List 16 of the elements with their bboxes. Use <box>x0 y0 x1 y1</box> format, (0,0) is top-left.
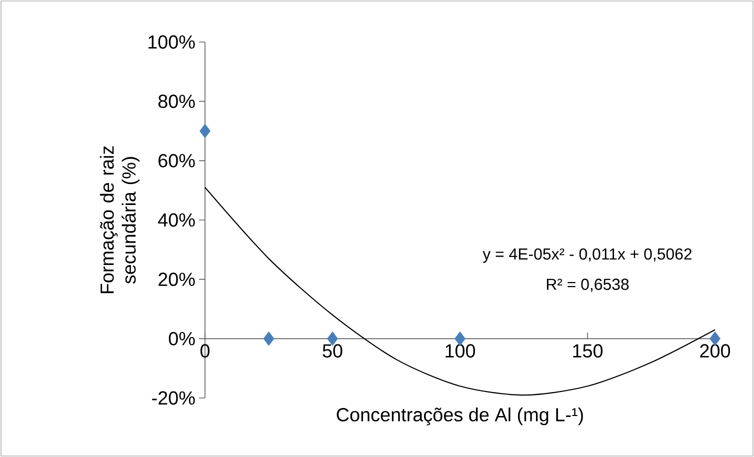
y-tick-label: 40% <box>158 213 195 227</box>
y-tick-label: 20% <box>158 272 195 286</box>
x-tick-label: 150 <box>573 344 603 358</box>
x-tick-label: 0 <box>200 344 210 358</box>
x-axis-title: Concentrações de Al (mg L-¹) <box>336 408 583 426</box>
y-tick-label: 0% <box>168 332 195 346</box>
y-tick-label: 80% <box>158 94 195 108</box>
x-tick-label: 50 <box>322 344 342 358</box>
y-tick-label: -20% <box>152 391 195 405</box>
annotation: y = 4E-05x² - 0,011x + 0,5062 <box>482 248 692 263</box>
y-tick-label: 60% <box>158 154 195 168</box>
x-tick-label: 200 <box>700 344 730 358</box>
x-tick-label: 100 <box>446 344 476 358</box>
y-axis-title: Formação de raiz secundária (%) <box>100 146 140 294</box>
y-tick-label: 100% <box>148 35 195 49</box>
annotation: R² = 0,6538 <box>546 278 629 292</box>
